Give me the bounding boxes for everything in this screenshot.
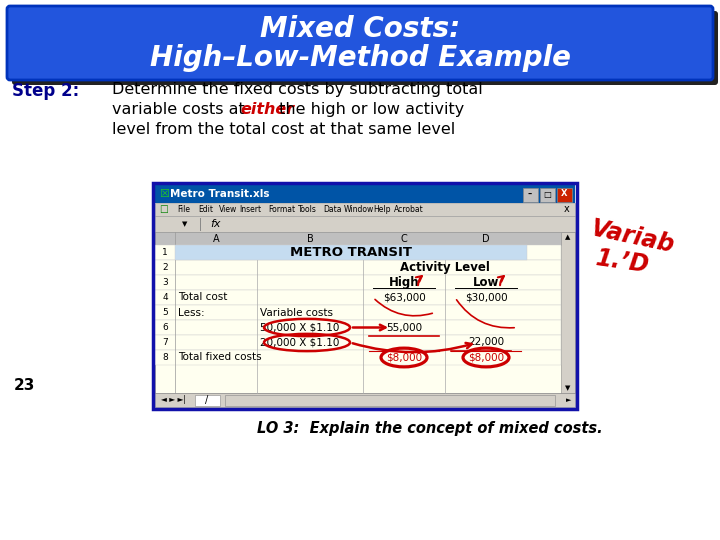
- FancyBboxPatch shape: [155, 260, 561, 275]
- Text: 20,000 X $1.10: 20,000 X $1.10: [260, 338, 339, 348]
- FancyBboxPatch shape: [195, 395, 220, 406]
- Text: Window: Window: [343, 205, 374, 214]
- FancyBboxPatch shape: [155, 290, 561, 305]
- Text: 22,000: 22,000: [468, 338, 504, 348]
- FancyBboxPatch shape: [557, 187, 572, 201]
- Text: 5: 5: [162, 308, 168, 317]
- FancyBboxPatch shape: [225, 395, 555, 406]
- Text: 55,000: 55,000: [386, 322, 422, 333]
- Text: High: High: [389, 276, 419, 289]
- Text: C: C: [400, 233, 408, 244]
- Text: METRO TRANSIT: METRO TRANSIT: [290, 246, 412, 259]
- FancyBboxPatch shape: [155, 350, 561, 365]
- Text: $8,000: $8,000: [468, 353, 504, 362]
- Text: Variab: Variab: [588, 217, 676, 258]
- Text: Help: Help: [373, 205, 390, 214]
- Text: ☐: ☐: [159, 205, 168, 214]
- Text: 8: 8: [162, 353, 168, 362]
- FancyBboxPatch shape: [155, 216, 575, 232]
- Text: LO 3:  Explain the concept of mixed costs.: LO 3: Explain the concept of mixed costs…: [257, 421, 603, 435]
- Text: $8,000: $8,000: [386, 353, 422, 362]
- Text: Metro Transit.xls: Metro Transit.xls: [170, 189, 269, 199]
- FancyBboxPatch shape: [7, 6, 713, 80]
- Text: Total cost: Total cost: [178, 293, 228, 302]
- FancyBboxPatch shape: [561, 232, 575, 393]
- Text: ◄ ► ►|: ◄ ► ►|: [161, 395, 186, 404]
- FancyBboxPatch shape: [155, 232, 561, 245]
- Text: $63,000: $63,000: [382, 293, 426, 302]
- Text: Acrobat: Acrobat: [394, 205, 423, 214]
- Text: □: □: [543, 190, 551, 199]
- Text: level from the total cost at that same level: level from the total cost at that same l…: [112, 122, 455, 137]
- Text: 1.’D: 1.’D: [594, 246, 651, 278]
- Text: D: D: [482, 233, 490, 244]
- Text: ▲: ▲: [565, 234, 571, 240]
- Text: $30,000: $30,000: [464, 293, 508, 302]
- Text: Variable costs: Variable costs: [260, 307, 333, 318]
- Text: 1: 1: [162, 248, 168, 257]
- Text: ▼: ▼: [182, 221, 188, 227]
- Text: the high or low activity: the high or low activity: [274, 102, 464, 117]
- Text: ►: ►: [566, 397, 571, 403]
- FancyBboxPatch shape: [523, 187, 538, 201]
- Text: View: View: [219, 205, 237, 214]
- Text: variable costs at: variable costs at: [112, 102, 250, 117]
- FancyBboxPatch shape: [155, 203, 575, 216]
- Text: Edit: Edit: [198, 205, 213, 214]
- Text: ▼: ▼: [565, 385, 571, 391]
- Text: Activity Level: Activity Level: [400, 261, 490, 274]
- Text: Data: Data: [323, 205, 341, 214]
- Text: High–Low-Method Example: High–Low-Method Example: [150, 44, 570, 72]
- Text: Step 2:: Step 2:: [12, 82, 79, 100]
- FancyBboxPatch shape: [175, 245, 527, 260]
- Text: Mixed Costs:: Mixed Costs:: [260, 16, 460, 43]
- Text: Tools: Tools: [298, 205, 317, 214]
- Text: 2: 2: [162, 263, 168, 272]
- Text: x: x: [563, 205, 569, 214]
- Text: 23: 23: [14, 377, 35, 393]
- Text: Insert: Insert: [240, 205, 261, 214]
- FancyBboxPatch shape: [155, 185, 575, 203]
- FancyBboxPatch shape: [155, 305, 561, 320]
- Text: 50,000 X $1.10: 50,000 X $1.10: [260, 322, 339, 333]
- Text: 7: 7: [162, 338, 168, 347]
- FancyBboxPatch shape: [155, 275, 561, 290]
- Text: /: /: [205, 395, 209, 405]
- FancyBboxPatch shape: [155, 393, 575, 407]
- Text: Format: Format: [269, 205, 296, 214]
- Text: A: A: [212, 233, 220, 244]
- Text: either: either: [240, 102, 294, 117]
- Text: Determine the fixed costs by subtracting total: Determine the fixed costs by subtracting…: [112, 82, 482, 97]
- FancyBboxPatch shape: [539, 187, 554, 201]
- Text: X: X: [561, 190, 567, 199]
- Text: Total fixed costs: Total fixed costs: [178, 353, 261, 362]
- Text: 3: 3: [162, 278, 168, 287]
- Text: File: File: [177, 205, 190, 214]
- Text: ☒: ☒: [159, 189, 169, 199]
- Text: 6: 6: [162, 323, 168, 332]
- Text: fx: fx: [210, 219, 220, 229]
- FancyBboxPatch shape: [155, 335, 561, 350]
- Text: –: –: [528, 190, 532, 199]
- Text: Less:: Less:: [178, 307, 204, 318]
- Text: B: B: [307, 233, 313, 244]
- Text: 4: 4: [162, 293, 168, 302]
- FancyBboxPatch shape: [155, 320, 561, 335]
- FancyBboxPatch shape: [12, 11, 718, 85]
- Text: Low: Low: [473, 276, 499, 289]
- FancyBboxPatch shape: [155, 245, 561, 260]
- FancyBboxPatch shape: [155, 232, 575, 393]
